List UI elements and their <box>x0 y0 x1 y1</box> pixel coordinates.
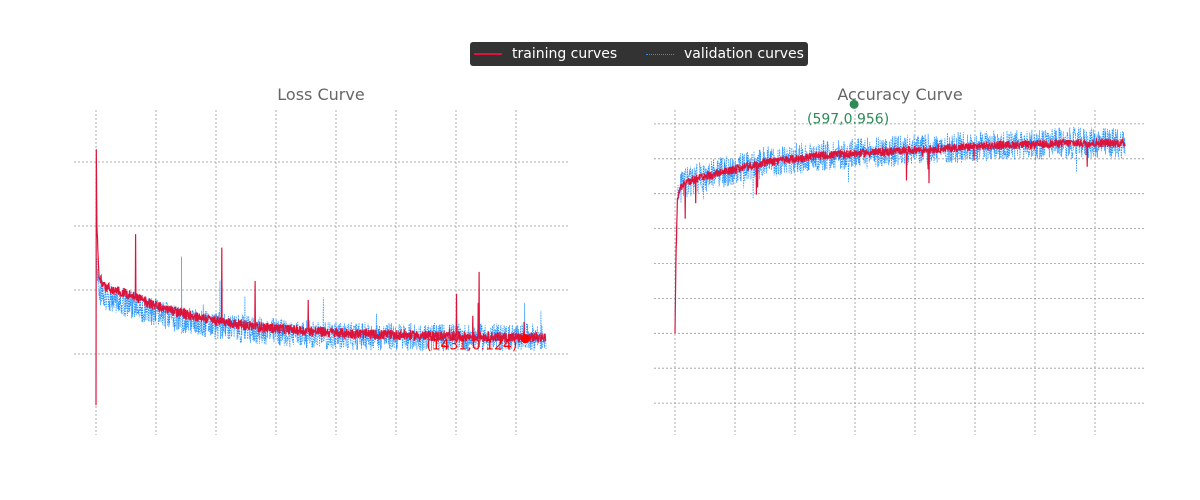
legend: training curves validation curves <box>470 42 808 66</box>
legend-swatch-validation <box>646 53 674 55</box>
accuracy-chart: Accuracy Curve (597,0.956) <box>654 85 1146 435</box>
training-curve <box>674 136 1126 334</box>
chart-title: Accuracy Curve <box>837 85 962 104</box>
legend-item-validation: validation curves <box>646 42 804 66</box>
annotation-label: (597,0.956) <box>807 111 889 127</box>
annotation-label: (1431,0.124) <box>426 338 517 354</box>
validation-curve <box>674 126 1126 316</box>
legend-label-training: training curves <box>512 46 618 62</box>
training-curve <box>95 149 547 406</box>
legend-swatch-training <box>474 53 502 55</box>
legend-label-validation: validation curves <box>684 46 804 62</box>
annotation-marker <box>520 334 530 344</box>
chart-title: Loss Curve <box>277 85 364 104</box>
annotation-marker <box>849 99 859 109</box>
legend-item-training: training curves <box>474 42 617 66</box>
loss-chart: Loss Curve (1431,0.124) <box>74 85 568 435</box>
